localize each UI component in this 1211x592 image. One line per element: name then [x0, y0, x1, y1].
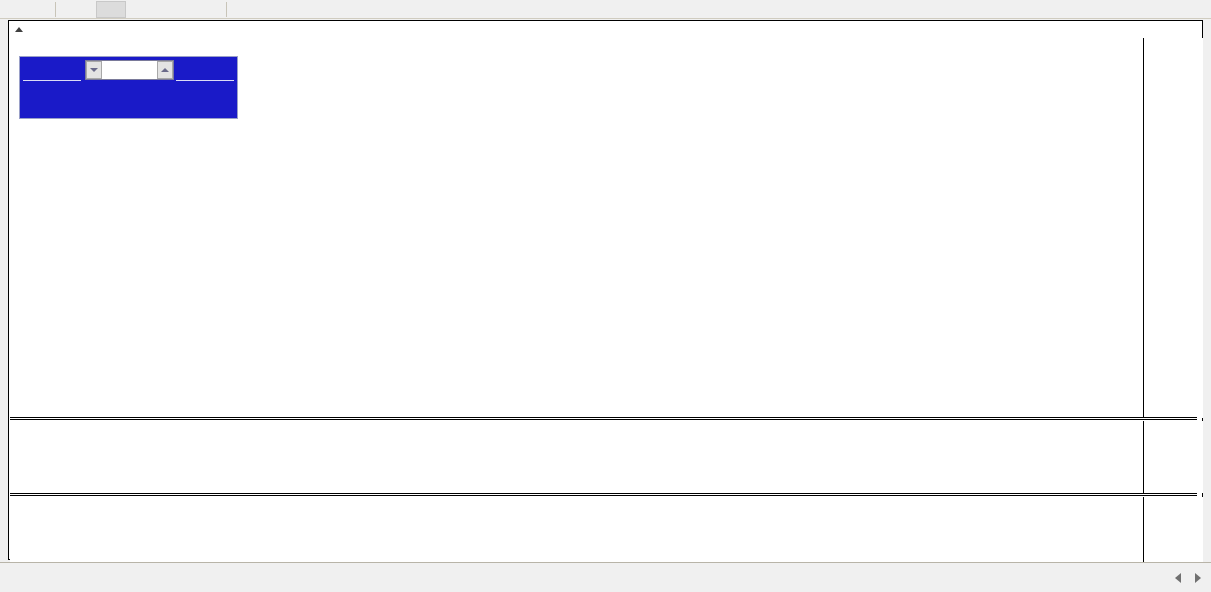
collapse-triangle-icon[interactable]: [15, 27, 23, 33]
pane-divider: [10, 419, 1197, 420]
scale-axis-line: [1143, 497, 1144, 565]
one-click-header: [20, 57, 237, 83]
buy-button[interactable]: [176, 59, 234, 81]
pane-divider: [10, 495, 1197, 496]
price-scale[interactable]: [1143, 38, 1203, 418]
timeframe-m30[interactable]: [14, 1, 48, 18]
chart-tab-bar: [0, 562, 1211, 592]
timeframe-toolbar: [0, 0, 1211, 19]
timeframe-d1[interactable]: [128, 1, 158, 18]
rsi-chart-canvas[interactable]: [10, 497, 1143, 565]
buy-underline: [176, 80, 234, 81]
sell-price-display[interactable]: [21, 82, 127, 119]
rsi-scale: [1143, 497, 1203, 565]
volume-increase-button[interactable]: [157, 61, 173, 79]
macd-scale: [1143, 421, 1203, 493]
chart-window[interactable]: [8, 20, 1203, 583]
sell-underline: [23, 80, 81, 81]
toolbar-divider: [226, 2, 227, 17]
tab-scroll-right-icon[interactable]: [1195, 573, 1201, 583]
price-pane[interactable]: [10, 38, 1203, 418]
scale-axis-line: [1143, 421, 1144, 493]
sell-button[interactable]: [23, 59, 81, 81]
rsi-pane[interactable]: [10, 497, 1203, 565]
pane-divider: [10, 493, 1197, 494]
timeframe-h4[interactable]: [96, 1, 126, 18]
volume-decrease-button[interactable]: [86, 61, 102, 79]
chart-title-bar: [15, 24, 27, 36]
macd-pane[interactable]: [10, 421, 1203, 493]
buy-price-display[interactable]: [131, 82, 237, 119]
toolbar-divider: [55, 2, 56, 17]
timeframe-h1[interactable]: [64, 1, 94, 18]
pane-divider: [10, 417, 1197, 418]
volume-input[interactable]: [85, 60, 174, 80]
tab-scroll-left-icon[interactable]: [1175, 573, 1181, 583]
timeframe-w1[interactable]: [158, 1, 188, 18]
macd-chart-canvas[interactable]: [10, 421, 1143, 493]
one-click-trading-panel[interactable]: [19, 56, 238, 119]
scale-axis-line: [1143, 38, 1144, 418]
timeframe-mn[interactable]: [188, 1, 220, 18]
